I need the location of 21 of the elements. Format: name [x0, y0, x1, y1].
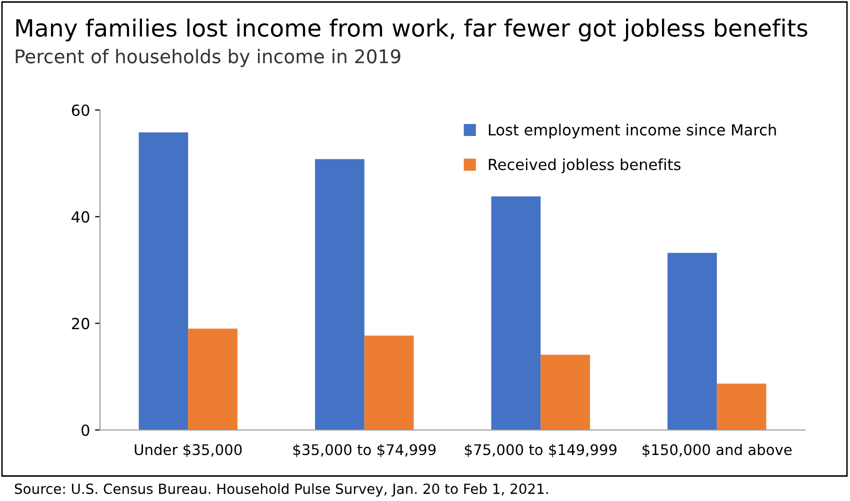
x-tick-label: $75,000 to $149,999 — [464, 444, 616, 458]
y-tick-label: 40 — [72, 211, 90, 223]
bar — [315, 159, 364, 430]
y-tick-label: 0 — [82, 424, 90, 436]
y-tick-label: 20 — [72, 318, 90, 330]
bar — [668, 252, 717, 430]
bar — [364, 336, 414, 430]
legend-label: Lost employment income since March — [488, 124, 776, 139]
chart-title: Many families lost income from work, far fewer got jobless benefits — [16, 18, 808, 42]
bar — [540, 354, 590, 430]
source-note: Source: U.S. Census Bureau. Household Pulse Survey, Jan. 20 to Feb 1, 2021. — [14, 483, 548, 497]
bar — [188, 328, 238, 430]
x-tick-label: $150,000 and above — [642, 444, 792, 458]
legend-label: Received jobless benefits — [488, 158, 680, 174]
x-tick-label: Under $35,000 — [134, 444, 242, 458]
y-tick-label: 60 — [72, 104, 90, 116]
chart-subtitle: Percent of households by income in 2019 — [16, 48, 400, 68]
bar — [491, 196, 541, 430]
bar — [716, 384, 766, 430]
x-tick-label: $35,000 to $74,999 — [293, 444, 436, 458]
bar — [138, 132, 188, 430]
